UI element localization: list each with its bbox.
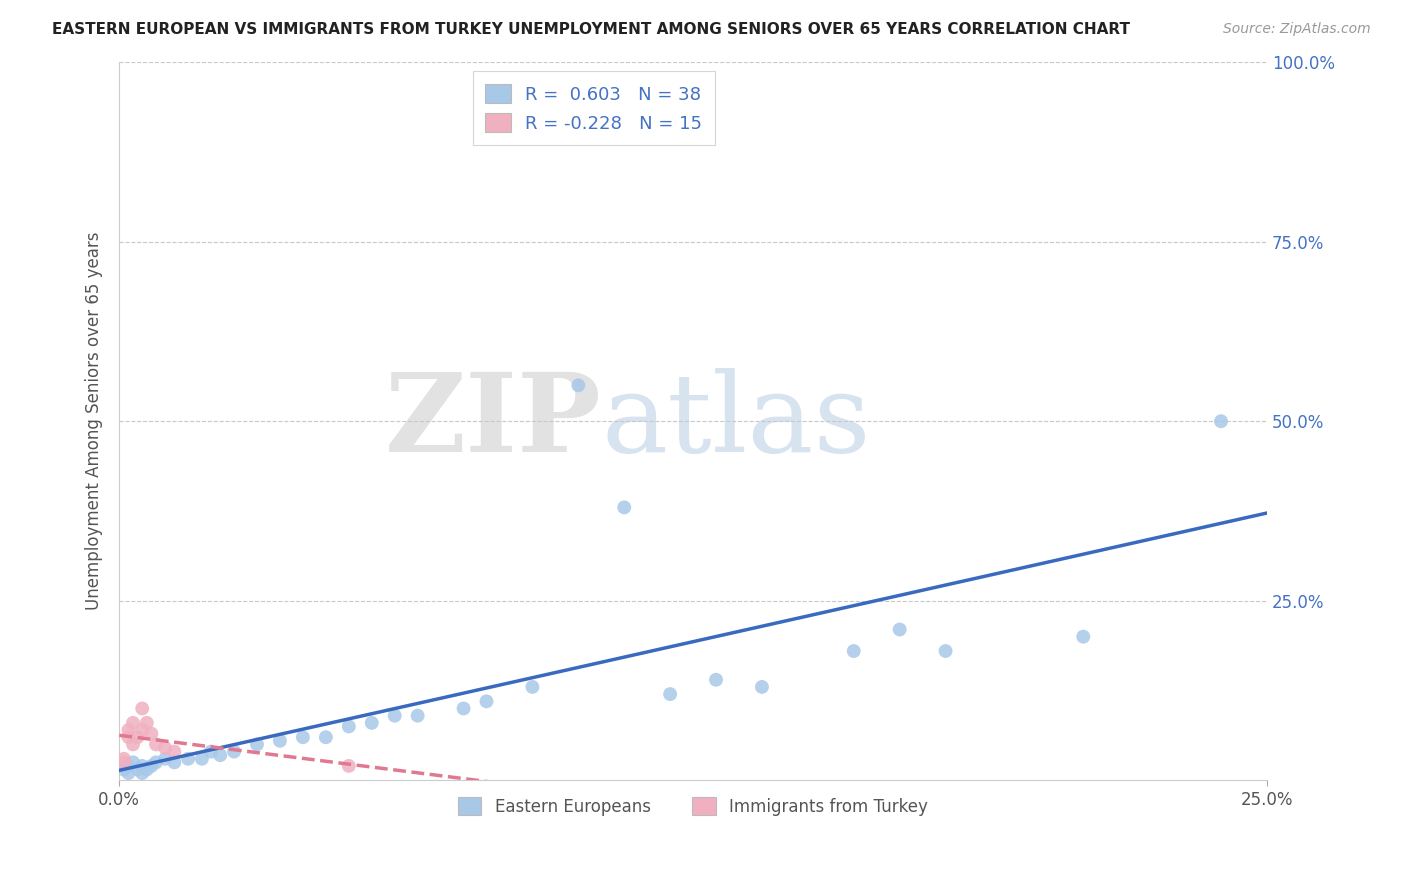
Point: [145, 738, 167, 752]
Point: [135, 763, 157, 777]
Point: [122, 738, 145, 752]
Point: [112, 763, 135, 777]
Point: [842, 644, 865, 658]
Point: [127, 763, 149, 777]
Point: [163, 745, 186, 759]
Point: [1209, 414, 1232, 428]
Point: [659, 687, 682, 701]
Point: [935, 644, 957, 658]
Point: [117, 723, 139, 737]
Point: [141, 726, 163, 740]
Point: [135, 715, 157, 730]
Point: [337, 759, 360, 773]
Point: [177, 752, 200, 766]
Point: [246, 738, 269, 752]
Point: [131, 759, 153, 773]
Text: atlas: atlas: [602, 368, 870, 475]
Point: [522, 680, 544, 694]
Point: [131, 701, 153, 715]
Point: [567, 378, 589, 392]
Point: [475, 694, 498, 708]
Point: [453, 701, 475, 715]
Point: [222, 745, 245, 759]
Point: [1071, 630, 1094, 644]
Point: [291, 730, 314, 744]
Point: [153, 752, 176, 766]
Text: EASTERN EUROPEAN VS IMMIGRANTS FROM TURKEY UNEMPLOYMENT AMONG SENIORS OVER 65 YE: EASTERN EUROPEAN VS IMMIGRANTS FROM TURK…: [52, 22, 1129, 37]
Point: [112, 756, 135, 770]
Point: [145, 756, 167, 770]
Point: [191, 752, 214, 766]
Point: [117, 730, 139, 744]
Point: [337, 719, 360, 733]
Point: [889, 623, 911, 637]
Text: Source: ZipAtlas.com: Source: ZipAtlas.com: [1223, 22, 1371, 37]
Point: [112, 752, 135, 766]
Point: [153, 741, 176, 756]
Point: [384, 708, 406, 723]
Y-axis label: Unemployment Among Seniors over 65 years: Unemployment Among Seniors over 65 years: [86, 232, 103, 610]
Point: [163, 756, 186, 770]
Point: [117, 766, 139, 780]
Point: [131, 766, 153, 780]
Point: [122, 756, 145, 770]
Point: [127, 730, 149, 744]
Point: [209, 748, 232, 763]
Text: ZIP: ZIP: [384, 368, 602, 475]
Point: [315, 730, 337, 744]
Legend: Eastern Europeans, Immigrants from Turkey: Eastern Europeans, Immigrants from Turke…: [449, 787, 938, 826]
Point: [131, 723, 153, 737]
Point: [200, 745, 222, 759]
Point: [613, 500, 636, 515]
Point: [141, 759, 163, 773]
Point: [406, 708, 429, 723]
Point: [117, 759, 139, 773]
Point: [360, 715, 382, 730]
Point: [269, 733, 291, 747]
Point: [122, 715, 145, 730]
Point: [751, 680, 773, 694]
Point: [704, 673, 727, 687]
